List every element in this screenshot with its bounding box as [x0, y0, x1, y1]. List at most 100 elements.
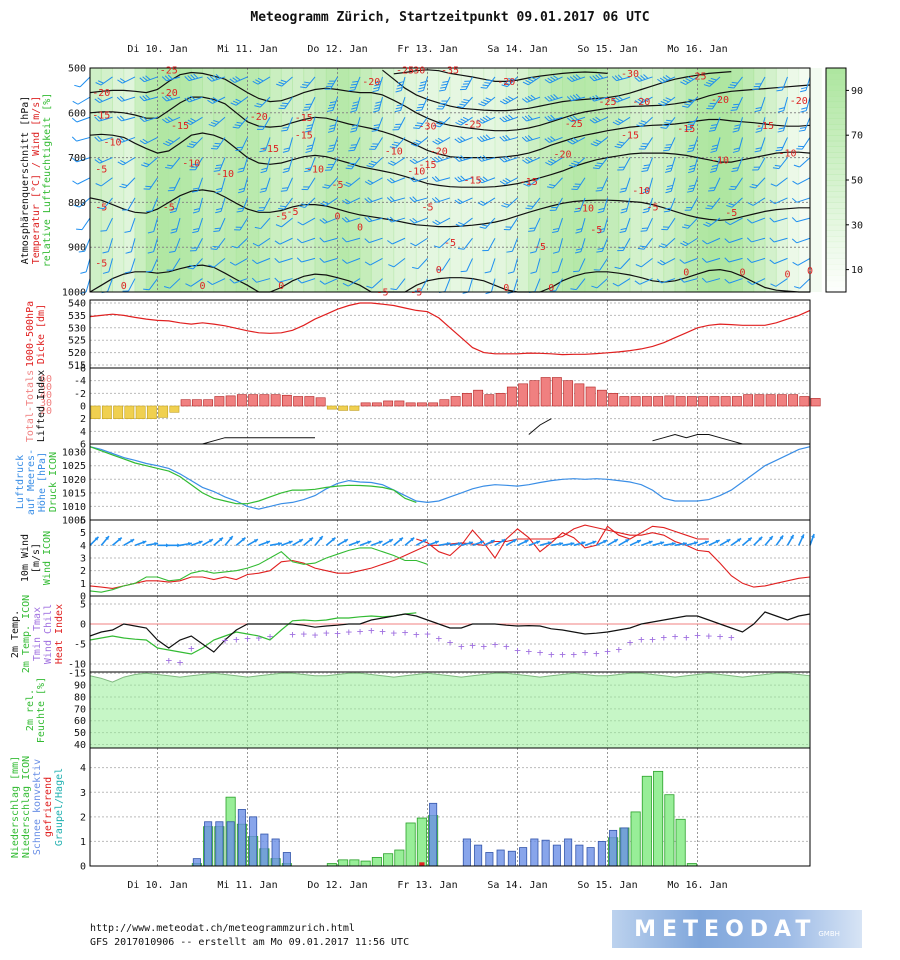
wind-barb-staff	[148, 278, 158, 291]
wind-barb-staff	[100, 177, 113, 187]
wind-barb-staff	[301, 237, 316, 244]
wind-barb-staff	[459, 197, 473, 205]
wind-barb-feather	[598, 228, 605, 231]
wind-barb-feather	[459, 103, 466, 106]
wind-barb-staff	[713, 177, 721, 191]
wind-barb-feather	[727, 86, 734, 89]
wind-barb-feather	[592, 75, 598, 81]
wind-arrow-head	[154, 541, 159, 546]
day-label-top: Mi 11. Jan	[217, 44, 277, 55]
wind-barb-feather	[146, 210, 153, 213]
wind-barb-feather	[342, 200, 348, 205]
wind-barb	[147, 238, 158, 254]
wind-arrow-head	[388, 539, 393, 543]
wind-barb-feather	[208, 123, 215, 127]
meteodat-logo[interactable]: METEODAT GMBH	[612, 910, 862, 948]
lifted-index-bar	[416, 402, 427, 407]
wind-barb	[792, 257, 811, 266]
wind-barb-feather	[460, 136, 466, 141]
wind-barb-feather	[255, 79, 261, 84]
wind-barb-feather	[188, 143, 196, 146]
wind-barb	[658, 96, 676, 107]
wind-barb-feather	[664, 207, 672, 210]
wind-barb-feather	[575, 251, 582, 254]
wind-barb-feather	[395, 89, 402, 93]
wind-barb	[215, 197, 226, 214]
wind-barb	[296, 237, 316, 244]
wind-barb-feather	[350, 144, 357, 146]
wind-barb-feather	[164, 75, 170, 81]
wind-barb	[597, 197, 608, 214]
wind-barb	[394, 96, 406, 113]
wind-barb-feather	[529, 227, 536, 230]
wind-barb	[637, 237, 653, 250]
wind-barb	[413, 116, 428, 130]
wind-barb-feather	[658, 102, 665, 107]
y-tick-label: 0	[80, 620, 86, 631]
wind-barb	[776, 76, 788, 92]
wind-barb	[163, 278, 181, 289]
wind-barb-feather	[457, 105, 464, 109]
wind-barb-feather	[367, 179, 374, 184]
lifted-index-bar	[720, 396, 731, 407]
isotherm-label: -10	[216, 169, 234, 180]
wind-barb-feather	[709, 187, 716, 189]
humidity-shading	[314, 68, 327, 292]
wind-barb-feather	[502, 179, 509, 184]
wind-chill-marker: +	[537, 646, 544, 659]
wind-barb	[191, 177, 203, 193]
humidity-colorbar-step	[826, 73, 846, 80]
wind-chill-marker: +	[694, 629, 701, 642]
precip-icon-bar	[394, 849, 405, 867]
wind-barb-staff	[511, 238, 518, 252]
wind-barb-feather	[396, 87, 403, 90]
wind-barb-feather	[619, 230, 626, 234]
wind-barb	[506, 238, 518, 253]
wind-barb-feather	[349, 162, 356, 165]
wind-barb-feather	[97, 207, 104, 210]
footer-url[interactable]: http://www.meteodat.ch/meteogrammzurich.…	[90, 923, 355, 934]
wind-barb-feather	[746, 218, 753, 224]
wind-barb-staff	[307, 177, 316, 190]
wind-barb-staff	[173, 177, 181, 191]
precip-gfs-bar	[519, 847, 528, 867]
wind-barb-feather	[373, 124, 380, 127]
y-tick-label: 700	[68, 153, 86, 164]
wind-chill-marker: +	[390, 626, 397, 639]
wind-barb	[439, 76, 451, 92]
isotherm-label: -5	[590, 225, 602, 236]
wind-barb-feather	[505, 177, 511, 182]
wind-barb-staff	[235, 257, 248, 266]
wind-barb-staff	[711, 96, 721, 110]
humidity-colorbar-step	[826, 208, 846, 215]
wind-barb-staff	[129, 217, 136, 232]
wind-barb-staff	[355, 117, 361, 131]
y-tick-label: 5	[80, 528, 86, 539]
wind-barb-feather	[119, 185, 126, 189]
wind-barb-staff	[751, 237, 766, 243]
wind-barb	[254, 217, 271, 230]
y-tick-label: -4	[74, 376, 86, 387]
wind-barb-feather	[755, 147, 762, 150]
wind-barb	[566, 115, 586, 123]
humidity-shading	[359, 68, 372, 292]
wind-barb-feather	[352, 80, 359, 83]
precip-gfs-bar	[530, 838, 539, 867]
wind-barb-feather	[573, 160, 580, 164]
wind-barb	[431, 197, 451, 203]
wind-barb-staff	[439, 116, 451, 128]
wind-barb	[708, 117, 721, 132]
humidity-shading	[719, 68, 732, 292]
wind-barb-staff	[580, 238, 586, 252]
wind-barb	[665, 157, 676, 173]
isotherm-label: -15	[92, 111, 110, 122]
wind-barb-feather	[572, 94, 578, 100]
wind-barb-feather	[120, 159, 126, 164]
wind-barb-feather	[637, 76, 643, 81]
humidity-shading	[168, 68, 181, 292]
wind-barb-staff	[235, 96, 248, 106]
wind-arrow-head	[501, 539, 506, 543]
wind-barb	[72, 177, 91, 185]
wind-barb-feather	[618, 141, 625, 144]
wind-barb-feather	[502, 116, 508, 122]
